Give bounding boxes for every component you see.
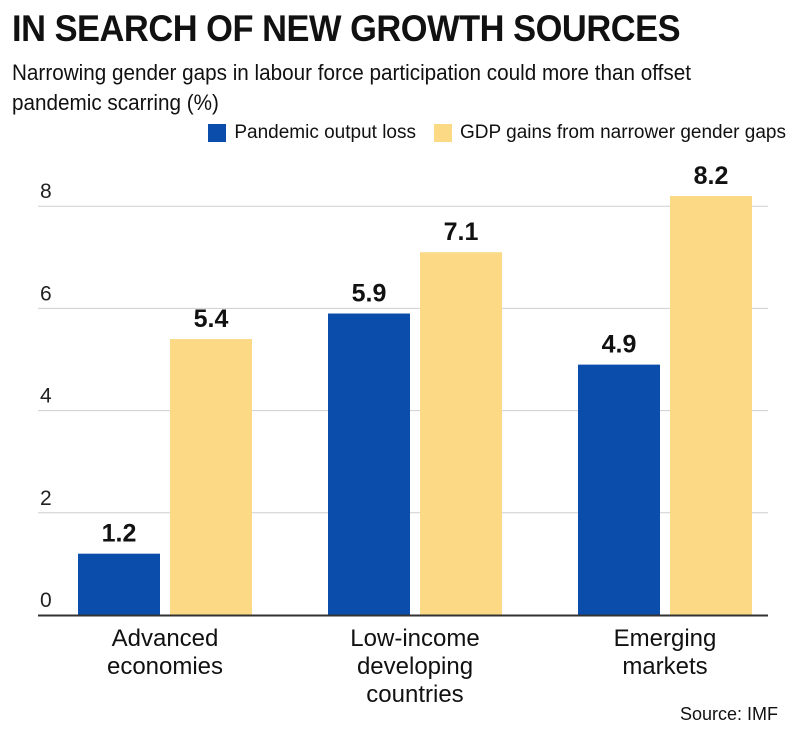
bar-gdp-gains-0 (170, 339, 252, 615)
x-category-label-line: developing (357, 653, 473, 680)
x-category-label: Advanced economies (107, 625, 223, 680)
bar-output-loss-2 (578, 364, 660, 615)
y-tick-label: 6 (40, 282, 52, 305)
x-category-label-line: economies (107, 653, 223, 680)
legend-item-output-loss: Pandemic output loss (208, 122, 416, 144)
bar-output-loss-1 (328, 313, 410, 615)
data-label: 5.9 (352, 280, 387, 308)
x-category-label-line: Advanced (112, 625, 219, 652)
x-category-label-line: Low-income (350, 625, 479, 652)
data-label: 4.9 (602, 331, 637, 359)
x-category-label-line: Emerging (614, 625, 717, 652)
chart-title: IN SEARCH OF NEW GROWTH SOURCES (12, 8, 681, 49)
legend-swatch-yellow (434, 124, 453, 142)
x-category-label: Emerging markets (614, 625, 717, 680)
data-label: 1.2 (102, 520, 137, 548)
y-tick-label: 0 (40, 589, 52, 612)
data-label: 8.2 (694, 162, 729, 190)
data-label: 5.4 (194, 305, 229, 333)
x-category-label-line: markets (622, 653, 707, 680)
legend-item-gdp-gains: GDP gains from narrower gender gaps (434, 122, 786, 144)
data-label: 7.1 (444, 218, 479, 246)
legend: Pandemic output loss GDP gains from narr… (190, 122, 786, 144)
chart-subtitle: Narrowing gender gaps in labour force pa… (12, 60, 692, 115)
legend-swatch-blue (208, 124, 227, 142)
y-tick-label: 4 (40, 385, 52, 408)
source-note: Source: IMF (679, 704, 778, 724)
legend-label-gdp-gains: GDP gains from narrower gender gaps (460, 122, 786, 143)
bar-gdp-gains-2 (670, 196, 752, 615)
bar-output-loss-0 (78, 553, 160, 615)
x-category-label-line: countries (366, 681, 463, 708)
bar-gdp-gains-1 (420, 252, 502, 615)
y-tick-label: 2 (40, 487, 52, 510)
x-category-label: Low-income developing countries (350, 625, 479, 708)
legend-label-output-loss: Pandemic output loss (234, 122, 417, 143)
y-tick-label: 8 (40, 180, 52, 203)
